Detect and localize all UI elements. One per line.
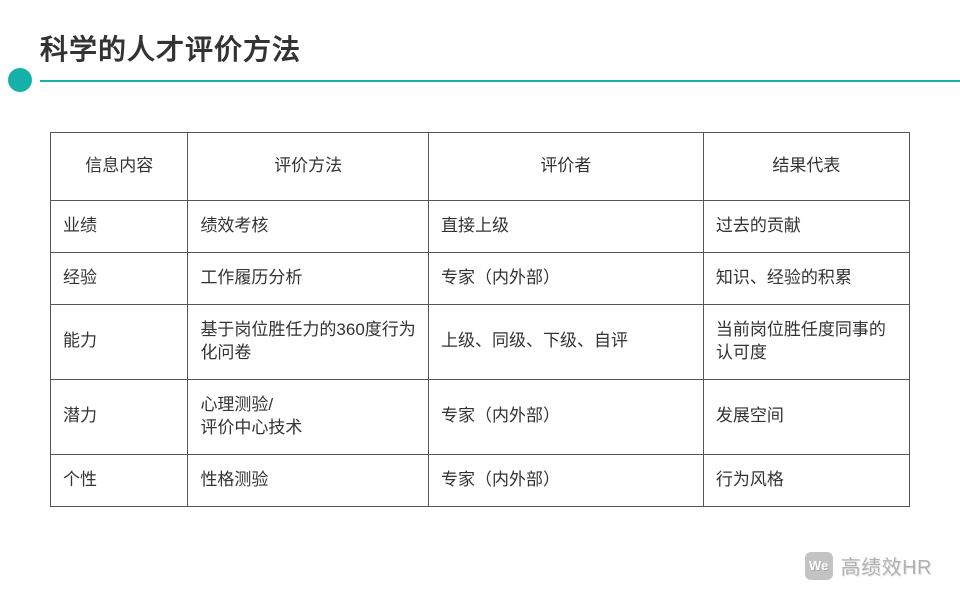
- table-cell: 潜力: [51, 379, 188, 454]
- page-title: 科学的人才评价方法: [40, 28, 960, 68]
- table-cell: 心理测验/评价中心技术: [188, 379, 429, 454]
- table-cell: 发展空间: [703, 379, 909, 454]
- table-cell: 过去的贡献: [703, 200, 909, 252]
- table-cell: 专家（内外部）: [428, 252, 703, 304]
- table-row: 潜力心理测验/评价中心技术专家（内外部）发展空间: [51, 379, 910, 454]
- wechat-icon: We: [805, 552, 833, 580]
- col-header: 结果代表: [703, 133, 909, 201]
- col-header: 评价者: [428, 133, 703, 201]
- accent-dot: [8, 68, 32, 92]
- table-cell: 行为风格: [703, 454, 909, 506]
- table-row: 经验工作履历分析专家（内外部）知识、经验的积累: [51, 252, 910, 304]
- table-cell: 经验: [51, 252, 188, 304]
- table-cell: 当前岗位胜任度同事的认可度: [703, 304, 909, 379]
- table-cell: 能力: [51, 304, 188, 379]
- table-cell: 直接上级: [428, 200, 703, 252]
- table-container: 信息内容 评价方法 评价者 结果代表 业绩绩效考核直接上级过去的贡献经验工作履历…: [0, 92, 960, 507]
- table-cell: 工作履历分析: [188, 252, 429, 304]
- table-cell: 业绩: [51, 200, 188, 252]
- table-cell: 专家（内外部）: [428, 454, 703, 506]
- table-header-row: 信息内容 评价方法 评价者 结果代表: [51, 133, 910, 201]
- watermark-text: 高绩效HR: [841, 551, 932, 580]
- col-header: 评价方法: [188, 133, 429, 201]
- table-cell: 上级、同级、下级、自评: [428, 304, 703, 379]
- evaluation-table: 信息内容 评价方法 评价者 结果代表 业绩绩效考核直接上级过去的贡献经验工作履历…: [50, 132, 910, 507]
- title-divider: [40, 80, 960, 82]
- header: 科学的人才评价方法: [0, 0, 960, 92]
- table-row: 能力基于岗位胜任力的360度行为化问卷上级、同级、下级、自评当前岗位胜任度同事的…: [51, 304, 910, 379]
- table-cell: 基于岗位胜任力的360度行为化问卷: [188, 304, 429, 379]
- table-cell: 知识、经验的积累: [703, 252, 909, 304]
- table-body: 业绩绩效考核直接上级过去的贡献经验工作履历分析专家（内外部）知识、经验的积累能力…: [51, 200, 910, 506]
- table-cell: 专家（内外部）: [428, 379, 703, 454]
- col-header: 信息内容: [51, 133, 188, 201]
- table-row: 个性性格测验专家（内外部）行为风格: [51, 454, 910, 506]
- table-row: 业绩绩效考核直接上级过去的贡献: [51, 200, 910, 252]
- table-cell: 绩效考核: [188, 200, 429, 252]
- table-cell: 个性: [51, 454, 188, 506]
- watermark: We 高绩效HR: [805, 551, 932, 580]
- table-cell: 性格测验: [188, 454, 429, 506]
